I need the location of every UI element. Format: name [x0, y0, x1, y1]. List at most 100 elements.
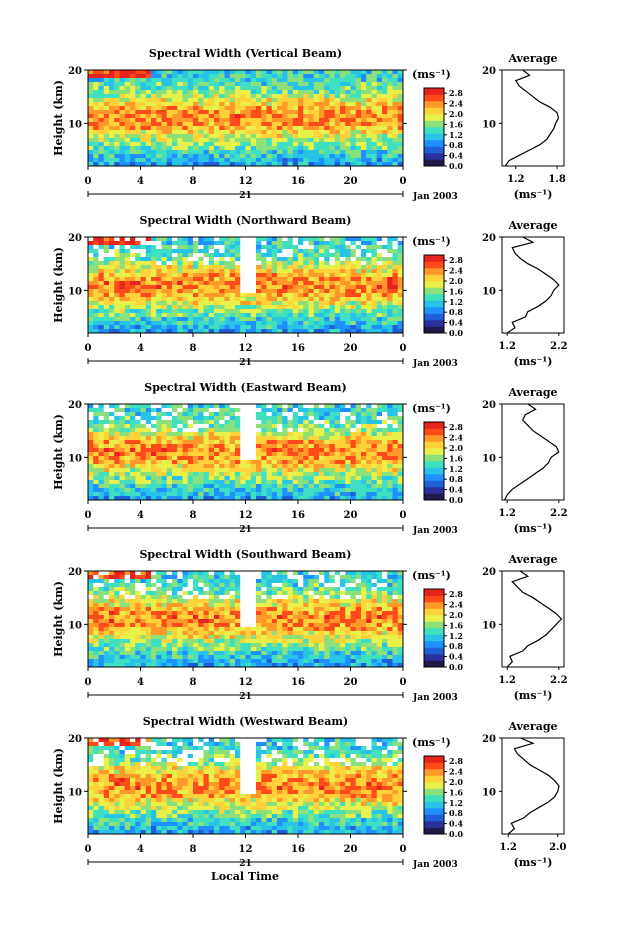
- heatmap-cell: [271, 436, 278, 441]
- heatmap-cell: [224, 329, 231, 334]
- heatmap-cell: [182, 496, 189, 501]
- heatmap-cell: [235, 484, 241, 489]
- heatmap-cell: [397, 583, 404, 588]
- heatmap-cell: [229, 416, 236, 421]
- heatmap-cell: [319, 277, 325, 282]
- heatmap-cell: [298, 325, 304, 330]
- heatmap-cell: [193, 444, 199, 449]
- heatmap-cell: [245, 162, 252, 167]
- heatmap-cell: [187, 142, 194, 147]
- heatmap-cell: [124, 114, 131, 119]
- heatmap-cell: [282, 309, 288, 314]
- heatmap-cell: [282, 301, 288, 306]
- heatmap-cell: [88, 154, 94, 159]
- heatmap-cell: [145, 106, 152, 111]
- heatmap-cell: [88, 432, 94, 437]
- heatmap-cell: [319, 408, 325, 413]
- heatmap-cell: [240, 575, 246, 580]
- heatmap-cell: [98, 329, 105, 334]
- heatmap-cell: [387, 134, 393, 139]
- heatmap-cell: [376, 70, 383, 75]
- heatmap-cell: [224, 587, 231, 592]
- heatmap-cell: [240, 86, 246, 91]
- heatmap-cell: [193, 253, 199, 258]
- heatmap-cell: [119, 452, 126, 457]
- heatmap-cell: [303, 456, 309, 461]
- heatmap-cell: [371, 257, 378, 262]
- heatmap-cell: [355, 142, 362, 147]
- heatmap-cell: [250, 285, 257, 290]
- heatmap-cell: [355, 273, 362, 278]
- heatmap-cell: [182, 591, 189, 596]
- heatmap-cell: [198, 82, 204, 87]
- heatmap-cell: [371, 90, 378, 95]
- heatmap-cell: [298, 591, 304, 596]
- heatmap-cell: [156, 444, 162, 449]
- heatmap-cell: [229, 82, 236, 87]
- heatmap-cell: [161, 118, 168, 123]
- heatmap-cell: [172, 70, 178, 75]
- heatmap-cell: [392, 325, 399, 330]
- heatmap-cell: [397, 297, 404, 302]
- heatmap-cell: [266, 297, 273, 302]
- heatmap-cell: [392, 273, 399, 278]
- heatmap-cell: [397, 472, 404, 477]
- heatmap-cell: [329, 98, 336, 103]
- heatmap-cell: [340, 583, 346, 588]
- heatmap-cell: [261, 305, 267, 310]
- heatmap-cell: [161, 106, 168, 111]
- heatmap-cell: [308, 480, 315, 485]
- heatmap-cell: [271, 150, 278, 155]
- heatmap-cell: [298, 456, 304, 461]
- heatmap-cell: [172, 492, 178, 497]
- heatmap-cell: [324, 285, 330, 290]
- heatmap-cell: [277, 142, 283, 147]
- heatmap-cell: [287, 134, 294, 139]
- heatmap-cell: [397, 289, 404, 294]
- heatmap-cell: [324, 102, 330, 107]
- colorbar-tick-label: 0.8: [449, 140, 463, 150]
- heatmap-cell: [261, 253, 267, 258]
- heatmap-cell: [124, 245, 131, 250]
- heatmap-cell: [114, 82, 120, 87]
- heatmap-cell: [219, 245, 225, 250]
- heatmap-cell: [345, 114, 351, 119]
- heatmap-cell: [266, 106, 273, 111]
- heatmap-cell: [313, 329, 320, 334]
- heatmap-cell: [203, 289, 210, 294]
- heatmap-cell: [350, 102, 357, 107]
- heatmap-cell: [98, 412, 105, 417]
- heatmap-cell: [376, 277, 383, 282]
- heatmap-cell: [371, 142, 378, 147]
- heatmap-cell: [193, 436, 199, 441]
- heatmap-cell: [376, 329, 383, 334]
- heatmap-cell: [219, 158, 225, 163]
- heatmap-cell: [93, 82, 99, 87]
- heatmap-cell: [103, 321, 110, 326]
- heatmap-cell: [114, 436, 120, 441]
- heatmap-cell: [198, 134, 204, 139]
- heatmap-cell: [313, 575, 320, 580]
- heatmap-cell: [261, 74, 267, 79]
- heatmap-cell: [135, 420, 141, 425]
- heatmap-cell: [387, 281, 393, 286]
- heatmap-cell: [119, 595, 126, 600]
- heatmap-cell: [319, 138, 325, 143]
- heatmap-cell: [88, 416, 94, 421]
- heatmap-cell: [282, 424, 288, 429]
- heatmap-cell: [329, 424, 336, 429]
- heatmap-cell: [371, 78, 378, 83]
- heatmap-cell: [345, 404, 351, 409]
- heatmap-cell: [345, 277, 351, 282]
- heatmap-cell: [261, 484, 267, 489]
- heatmap-cell: [109, 309, 115, 314]
- heatmap-cell: [392, 472, 399, 477]
- heatmap-cell: [187, 237, 194, 242]
- heatmap-cell: [193, 496, 199, 501]
- heatmap-cell: [151, 321, 157, 326]
- heatmap-cell: [177, 492, 183, 497]
- heatmap-cell: [308, 591, 315, 596]
- heatmap-cell: [219, 575, 225, 580]
- heatmap-cell: [371, 432, 378, 437]
- heatmap-cell: [387, 440, 393, 445]
